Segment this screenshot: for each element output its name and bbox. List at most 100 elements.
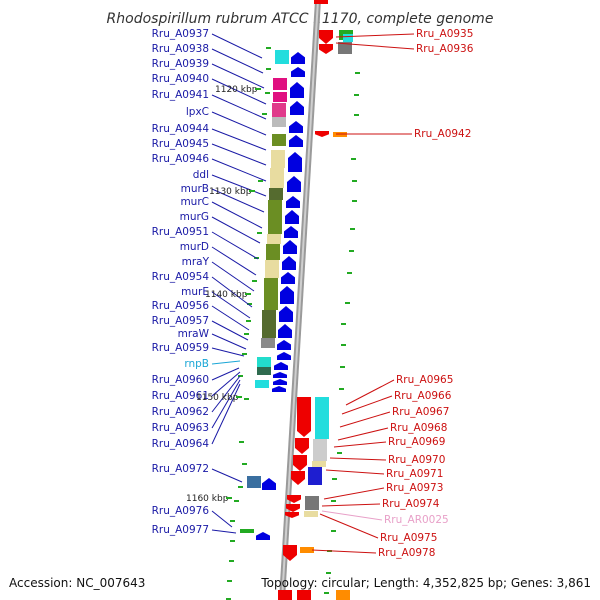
gene-label: Rru_A0936 (416, 43, 474, 55)
gene-arrow (297, 590, 311, 600)
leader-line (329, 457, 387, 461)
gene-arrow (287, 176, 301, 192)
scale-tick (257, 232, 262, 234)
feature-band (273, 78, 287, 90)
leader-line (311, 549, 377, 554)
leader-line (211, 468, 243, 483)
gene-label: Rru_A0974 (382, 498, 440, 510)
genome-title: Rhodospirillum rubrum ATCC 11170, comple… (107, 11, 494, 27)
scale-label: 1150 kbp (196, 393, 239, 403)
gene-label: Rru_A0941 (152, 89, 209, 101)
scale-tick (332, 478, 337, 480)
feature-band (271, 150, 285, 168)
scale-tick (337, 452, 342, 454)
gene-label: Rru_A0973 (386, 482, 443, 494)
gene-arrow (279, 306, 293, 322)
feature-band (305, 496, 319, 510)
leader-line (211, 276, 253, 308)
gene-arrow (285, 210, 299, 224)
leader-line (211, 216, 261, 244)
feature-band (240, 529, 254, 533)
gene-label: Rru_A0967 (392, 406, 449, 418)
scale-tick (238, 486, 243, 488)
gene-label: Rru_A0937 (152, 28, 209, 40)
leader-line (211, 174, 267, 197)
leader-line (211, 111, 267, 136)
scale-tick (244, 333, 249, 335)
leader-line (335, 42, 415, 50)
right-feature-track (300, 30, 353, 553)
scale-label-tick (249, 190, 255, 192)
gene-label: Rru_A0946 (152, 153, 210, 165)
feature-band (312, 461, 326, 467)
gene-label: murC (180, 196, 209, 208)
gene-arrow (285, 512, 299, 518)
scale-tick (355, 72, 360, 74)
leader-line (321, 510, 383, 521)
leader-line (211, 188, 265, 213)
gene-label: Rru_A0954 (152, 271, 210, 283)
leader-line (211, 33, 263, 59)
scale-tick (331, 500, 336, 502)
scale-tick (246, 320, 251, 322)
gene-label: Rru_A0976 (152, 505, 210, 517)
gene-label: Rru_AR0025 (384, 514, 449, 526)
gene-arrow (280, 286, 294, 304)
gene-arrow (274, 362, 288, 370)
gene-arrow (284, 226, 298, 238)
gene-arrow (287, 495, 301, 503)
gene-arrow (288, 152, 302, 172)
scale-label-tick (236, 396, 242, 398)
gene-arrow (319, 30, 333, 44)
feature-band (313, 439, 327, 461)
feature-band (304, 511, 318, 517)
feature-band (300, 547, 314, 553)
feature-band (262, 310, 276, 338)
feature-band (268, 200, 282, 234)
feature-band (265, 260, 279, 278)
feature-band (257, 357, 271, 367)
leader-line (339, 411, 391, 428)
feature-band (267, 234, 281, 244)
scale-tick (266, 68, 271, 70)
scale-tick (242, 463, 247, 465)
gene-arrow (290, 82, 304, 98)
scale-tick (266, 47, 271, 49)
feature-band (269, 188, 283, 200)
gene-label: Rru_A0935 (416, 28, 473, 40)
gene-label: Rru_A0960 (152, 374, 209, 386)
leader-line (211, 291, 251, 319)
gene-label: rnpB (184, 358, 209, 370)
gene-arrow (315, 131, 329, 137)
gene-label: murB (181, 183, 209, 195)
leader-line (211, 379, 241, 429)
genome-backbone (279, 0, 321, 600)
gene-arrow (293, 455, 307, 471)
feature-band (272, 117, 286, 127)
scale-tick (244, 398, 249, 400)
gene-label: Rru_A0966 (394, 390, 452, 402)
leader-line (325, 469, 385, 475)
scale-tick (234, 500, 239, 502)
leader-line (211, 371, 241, 397)
gene-label: Rru_A0961 (152, 390, 209, 402)
gene-arrow (286, 504, 300, 512)
gene-label: Rru_A0945 (152, 138, 209, 150)
gene-label: Rru_A0970 (388, 454, 445, 466)
feature-band (275, 50, 289, 64)
gene-label: Rru_A0964 (152, 438, 210, 450)
scale-tick (252, 280, 257, 282)
scale-label-tick (245, 293, 251, 295)
gene-arrow (286, 196, 300, 208)
leader-line (211, 367, 240, 381)
gene-arrow (297, 397, 311, 437)
gene-arrow (336, 590, 350, 600)
gene-arrow (283, 545, 297, 561)
gene-arrow (282, 256, 296, 270)
scale-tick (345, 302, 350, 304)
scale-tick (349, 250, 354, 252)
feature-band (315, 397, 329, 439)
scale-tick (352, 200, 357, 202)
leader-line (345, 379, 395, 406)
leader-line (333, 441, 387, 448)
